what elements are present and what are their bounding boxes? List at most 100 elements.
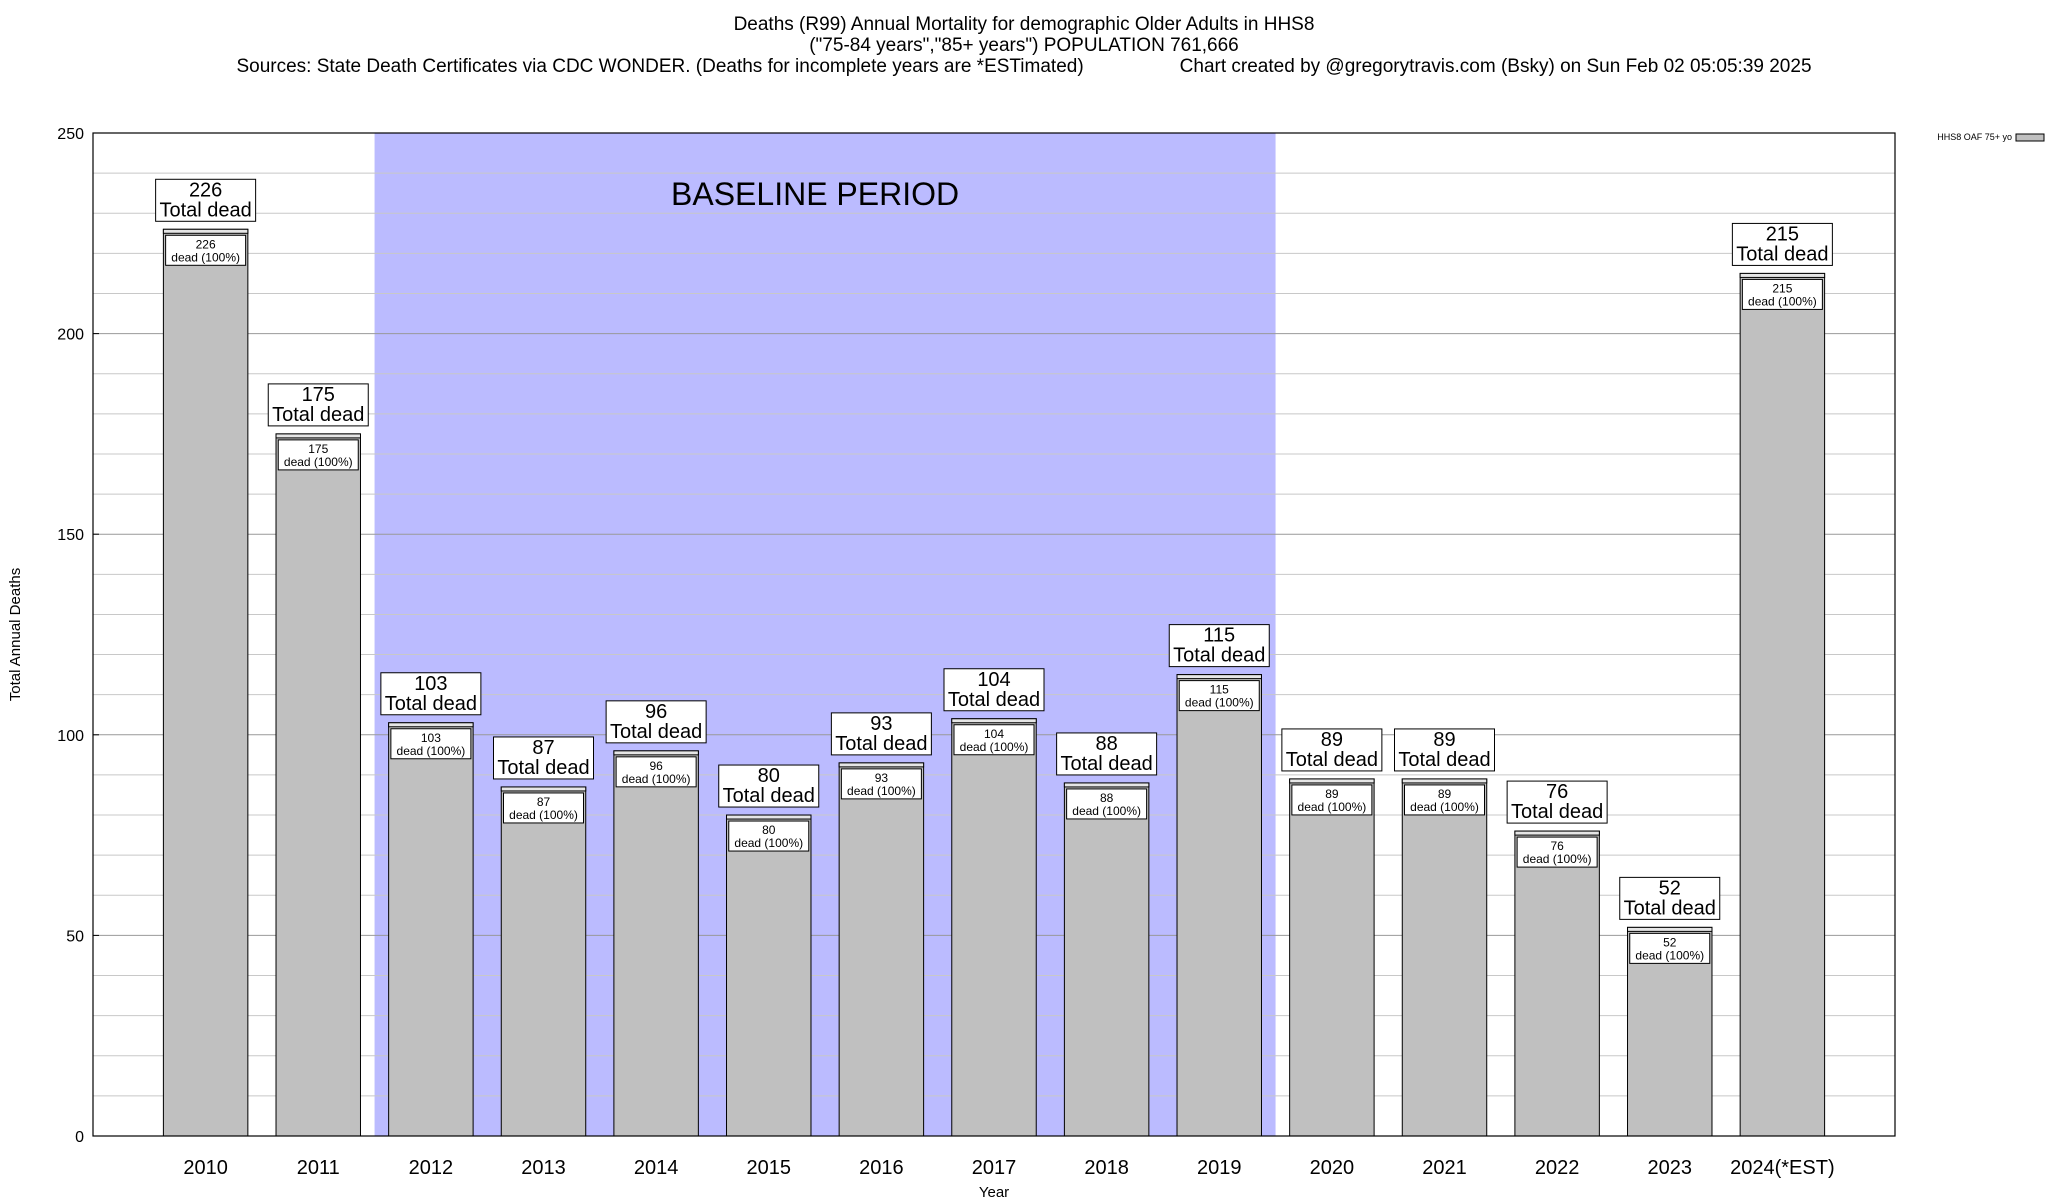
x-tick-label: 2016 — [859, 1157, 904, 1179]
bar-inner-label-box — [1629, 932, 1711, 964]
bar — [388, 722, 474, 1137]
bar-inner-label: dead (100%) — [397, 744, 466, 758]
bar-total-label-box — [380, 672, 482, 716]
bar-total-label: Total dead — [1736, 243, 1828, 265]
bar-cap — [726, 814, 812, 820]
x-axis-label: Year — [979, 1184, 1009, 1200]
bar-total-label-box — [155, 178, 257, 222]
bar — [1514, 830, 1600, 1137]
bar — [1063, 782, 1150, 1137]
y-tick-label: 200 — [57, 327, 84, 344]
bar-inner-value: 87 — [537, 795, 551, 809]
bar-total-value: 104 — [977, 669, 1010, 691]
chart-title: Deaths (R99) Annual Mortality for demogr… — [733, 14, 1315, 35]
bar-total-label-box — [718, 764, 820, 808]
bar-cap — [1176, 674, 1262, 680]
bar-total-label: Total dead — [1624, 897, 1716, 919]
bar-inner-label: dead (100%) — [171, 250, 240, 264]
bar-cap — [275, 433, 361, 439]
bar-total-value: 88 — [1096, 733, 1118, 755]
bar — [838, 762, 925, 1137]
bar-total-label: Total dead — [1511, 801, 1603, 823]
bar — [1289, 778, 1375, 1137]
chart-source-line: Sources: State Death Certificates via CD… — [0, 56, 2048, 77]
bar-total-label: Total dead — [1060, 753, 1152, 775]
bar-inner-label-box — [503, 792, 584, 824]
bar-inner-value: 226 — [196, 237, 216, 251]
bar-total-value: 80 — [758, 765, 780, 787]
bar-total-label-box — [1394, 728, 1495, 772]
chart-credit: Chart created by @gregorytravis.com (Bsk… — [1179, 56, 1812, 77]
bar-inner-label-box — [1291, 784, 1373, 816]
bar-total-value: 103 — [414, 673, 447, 695]
chart-subtitle: ("75-84 years","85+ years") POPULATION 7… — [809, 35, 1239, 56]
bar — [162, 228, 249, 1137]
bar-total-label-box — [1056, 732, 1158, 776]
baseline-period-label: BASELINE PERIOD — [671, 176, 959, 212]
bar-total-label-box — [605, 700, 707, 744]
bar-inner-label: dead (100%) — [1298, 800, 1367, 814]
bar-total-value: 76 — [1546, 781, 1568, 803]
bar-total-label: Total dead — [497, 757, 589, 779]
bar-total-value: 89 — [1433, 729, 1455, 751]
bar-inner-label-box — [1178, 680, 1260, 712]
x-tick-label: 2012 — [409, 1157, 454, 1179]
bar-total-label-box — [493, 736, 594, 780]
bar — [275, 433, 361, 1137]
bar-inner-label: dead (100%) — [1410, 800, 1479, 814]
bar-inner-value: 76 — [1550, 839, 1564, 853]
x-tick-label: 2015 — [747, 1157, 792, 1179]
bar-total-value: 93 — [870, 713, 892, 735]
bar-cap — [613, 750, 699, 756]
bar-total-label-box — [1619, 876, 1721, 920]
bar-inner-value: 80 — [762, 823, 776, 837]
bar-inner-label: dead (100%) — [734, 836, 803, 850]
bar-cap — [838, 762, 925, 768]
x-tick-label: 2020 — [1310, 1157, 1355, 1179]
bar — [726, 814, 812, 1137]
bar-total-value: 115 — [1203, 625, 1235, 647]
bar-total-value: 175 — [302, 384, 335, 406]
x-tick-label: 2023 — [1648, 1157, 1693, 1179]
bar-total-label-box — [1506, 780, 1608, 824]
bar-total-label-box — [267, 383, 369, 427]
bar-inner-label: dead (100%) — [1523, 852, 1592, 866]
bar — [951, 718, 1037, 1137]
bar-total-label: Total dead — [610, 721, 702, 743]
bar-total-label-box — [1168, 624, 1270, 668]
x-tick-label: 2022 — [1535, 1157, 1580, 1179]
y-tick-label: 100 — [57, 728, 84, 745]
bar-cap — [1289, 778, 1375, 784]
chart-sources: Sources: State Death Certificates via CD… — [236, 56, 1084, 77]
bar-inner-value: 52 — [1663, 935, 1677, 949]
bar — [1176, 674, 1262, 1137]
y-tick-label: 250 — [57, 126, 84, 143]
x-tick-label: 2017 — [972, 1157, 1017, 1179]
bar-inner-label: dead (100%) — [1072, 804, 1141, 818]
bar-total-label: Total dead — [835, 733, 927, 755]
bar — [1401, 778, 1488, 1137]
bar-total-value: 226 — [189, 179, 222, 201]
bar-inner-label-box — [1066, 788, 1148, 820]
bar-total-label-box — [943, 668, 1045, 712]
bar-total-label: Total dead — [1286, 749, 1378, 771]
bar-cap — [1627, 926, 1713, 932]
bar-inner-label: dead (100%) — [960, 740, 1029, 754]
legend-swatch — [2015, 133, 2045, 142]
bar-inner-value: 104 — [984, 727, 1004, 741]
bar-inner-value: 115 — [1210, 683, 1229, 697]
bar-total-label-box — [1731, 222, 1833, 266]
y-tick-label: 150 — [57, 527, 84, 544]
y-axis-label: Total Annual Deaths — [7, 568, 24, 701]
bar-total-value: 52 — [1659, 877, 1681, 899]
bar-inner-label-box — [1404, 784, 1485, 816]
bar-inner-label-box — [840, 768, 922, 800]
bar-cap — [1063, 782, 1150, 788]
bar-total-label-box — [1281, 728, 1383, 772]
bar-cap — [1401, 778, 1488, 784]
bar-inner-value: 88 — [1100, 791, 1114, 805]
bar-inner-label: dead (100%) — [622, 772, 691, 786]
bar-inner-label: dead (100%) — [1635, 948, 1704, 962]
bar-inner-label-box — [1516, 836, 1598, 868]
bar-inner-value: 89 — [1438, 787, 1452, 801]
